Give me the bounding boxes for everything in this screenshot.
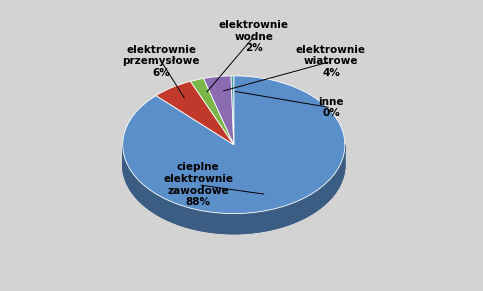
Text: inne
0%: inne 0% [318,97,344,118]
Polygon shape [123,145,345,234]
Wedge shape [123,76,345,214]
Wedge shape [190,79,234,145]
Wedge shape [231,76,234,145]
Wedge shape [156,81,234,145]
Text: elektrownie
wiatrowe
4%: elektrownie wiatrowe 4% [296,45,366,78]
Text: elektrownie
przemysłowe
6%: elektrownie przemysłowe 6% [123,45,200,78]
Wedge shape [203,76,234,145]
Text: cieplne
elektrownie
zawodowe
88%: cieplne elektrownie zawodowe 88% [163,162,233,207]
Polygon shape [123,148,345,234]
Text: elektrownie
wodne
2%: elektrownie wodne 2% [219,20,289,53]
